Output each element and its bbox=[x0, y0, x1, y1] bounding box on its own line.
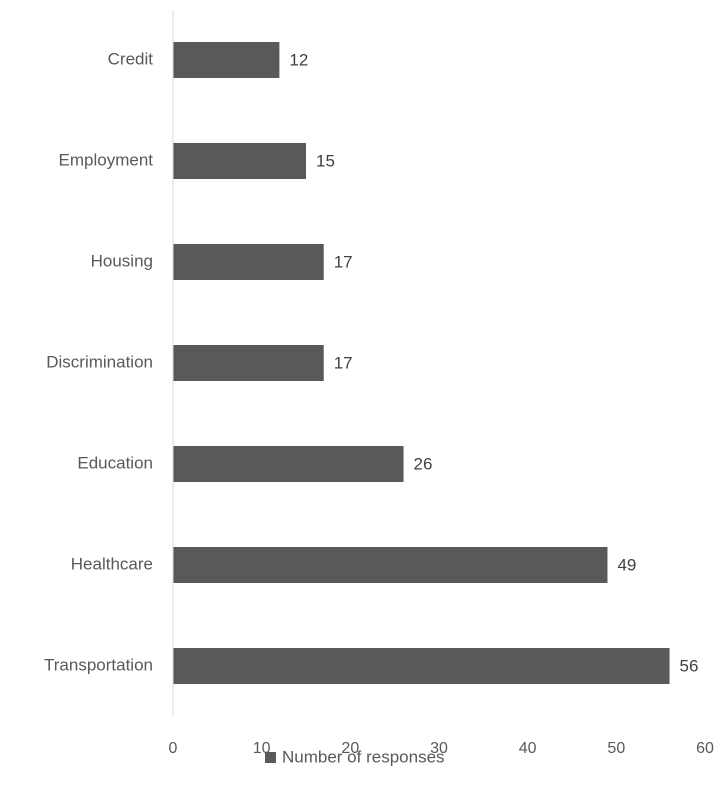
legend: Number of responses bbox=[265, 747, 445, 766]
data-label: 15 bbox=[316, 151, 335, 170]
category-label: Housing bbox=[91, 251, 153, 270]
category-labels: Credit Employment Housing Discrimination Edu… bbox=[44, 49, 153, 674]
legend-swatch bbox=[265, 752, 276, 763]
data-label: 17 bbox=[334, 353, 353, 372]
bar-credit bbox=[173, 42, 280, 78]
data-label: 17 bbox=[334, 252, 353, 271]
category-label: Transportation bbox=[44, 655, 153, 674]
x-tick-label: 0 bbox=[169, 740, 178, 757]
bars-layer bbox=[173, 42, 670, 684]
x-tick-label: 20 bbox=[341, 740, 359, 757]
bar-housing bbox=[173, 244, 324, 280]
category-label: Education bbox=[77, 453, 153, 472]
category-label: Discrimination bbox=[46, 352, 153, 371]
category-label: Employment bbox=[59, 150, 154, 169]
x-axis-tick-labels: 0 10 20 30 40 50 60 bbox=[169, 740, 714, 757]
x-tick-label: 50 bbox=[607, 740, 625, 757]
category-label: Healthcare bbox=[71, 554, 153, 573]
data-label: 12 bbox=[289, 50, 308, 69]
data-label: 49 bbox=[617, 555, 636, 574]
category-label: Credit bbox=[108, 49, 154, 68]
x-tick-label: 40 bbox=[519, 740, 537, 757]
bar-healthcare bbox=[173, 547, 608, 583]
data-labels: 12 15 17 17 26 49 56 bbox=[289, 50, 698, 675]
x-tick-label: 30 bbox=[430, 740, 448, 757]
data-label: 56 bbox=[680, 656, 699, 675]
x-tick-label: 60 bbox=[696, 740, 714, 757]
bar-employment bbox=[173, 143, 306, 179]
bar-transportation bbox=[173, 648, 670, 684]
data-label: 26 bbox=[414, 454, 433, 473]
bar-discrimination bbox=[173, 345, 324, 381]
legend-label: Number of responses bbox=[282, 747, 445, 766]
bar-education bbox=[173, 446, 404, 482]
